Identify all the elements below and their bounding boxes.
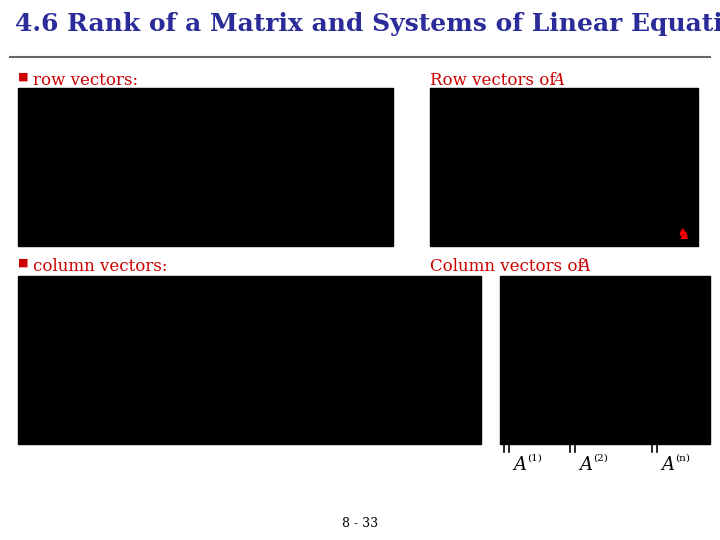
Text: 8 - 33: 8 - 33	[342, 517, 378, 530]
Text: ♞: ♞	[676, 227, 690, 242]
Text: A: A	[661, 456, 674, 474]
Bar	[500, 276, 710, 444]
Text: (n): (n)	[675, 454, 690, 463]
Text: 4.6 Rank of a Matrix and Systems of Linear Equations: 4.6 Rank of a Matrix and Systems of Line…	[15, 12, 720, 36]
Text: (1): (1)	[527, 454, 542, 463]
Text: Row vectors of: Row vectors of	[430, 72, 561, 89]
Text: A: A	[552, 72, 564, 89]
Text: (2): (2)	[593, 454, 608, 463]
Text: Column vectors of: Column vectors of	[430, 258, 589, 275]
Text: A: A	[513, 456, 526, 474]
Bar	[430, 88, 698, 246]
Text: A: A	[578, 258, 590, 275]
Text: ■: ■	[18, 258, 29, 268]
Text: A: A	[579, 456, 592, 474]
Text: ■: ■	[18, 72, 29, 82]
Bar	[18, 276, 481, 444]
Bar	[18, 88, 393, 246]
Text: column vectors:: column vectors:	[33, 258, 168, 275]
Text: row vectors:: row vectors:	[33, 72, 138, 89]
